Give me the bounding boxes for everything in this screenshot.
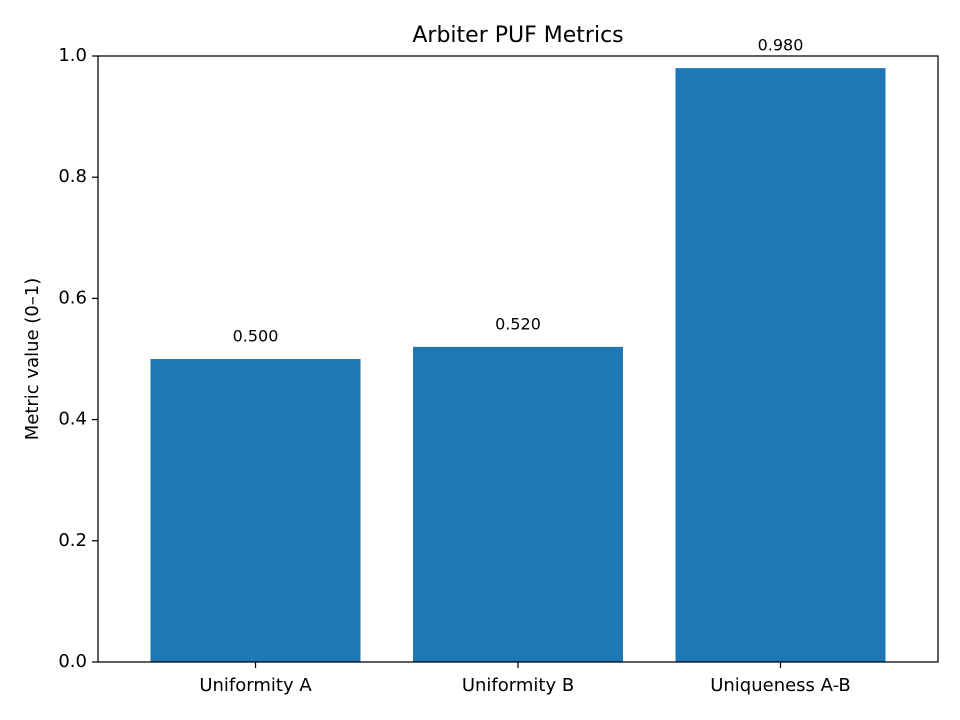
y-tick-label: 0.6 (58, 287, 87, 308)
bar-1 (150, 359, 361, 662)
bar-2 (413, 346, 623, 662)
y-tick-label: 0.4 (58, 409, 87, 430)
y-tick-label: 0.8 (58, 166, 87, 187)
data-labels: 0.500 0.520 0.980 (233, 36, 804, 346)
plot-frame (97, 55, 939, 663)
x-tick-label: Uniformity B (462, 675, 574, 696)
x-tick-label: Uniqueness A-B (710, 675, 851, 696)
y-tick-label: 0.2 (58, 530, 87, 551)
y-tick-label: 0.0 (58, 651, 87, 672)
axis-ticks: 0.0 0.2 0.4 0.6 0.8 1.0 Uniformity A Uniformity… (58, 45, 850, 696)
bar-value-label: 0.500 (233, 327, 279, 346)
bar-value-label: 0.520 (495, 314, 541, 333)
y-axis-label: Metric value (0–1) (22, 278, 43, 441)
x-tick-label: Uniformity A (199, 675, 312, 696)
y-tick-label: 1.0 (58, 45, 87, 66)
bar-value-label: 0.980 (758, 36, 804, 55)
chart-title: Arbiter PUF Metrics (412, 23, 623, 48)
bar-3 (675, 68, 886, 663)
bars (150, 68, 886, 663)
